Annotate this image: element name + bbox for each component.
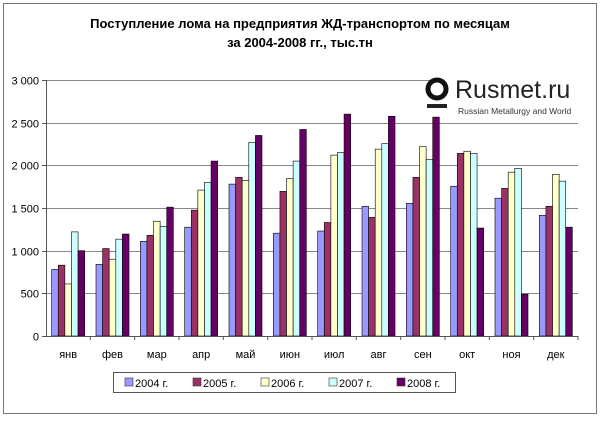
bar-2006-8	[419, 146, 427, 337]
legend-label: 2004 г.	[135, 378, 168, 390]
logo-name: Rusmet.ru	[455, 76, 570, 104]
bar-2006-9	[463, 150, 471, 337]
bar-2006-7	[374, 148, 383, 337]
bar-2005-2	[146, 235, 154, 337]
legend-label: 2007 г.	[339, 378, 372, 390]
legend-label: 2006 г.	[271, 378, 304, 390]
logo-bar-icon	[427, 104, 447, 108]
x-tick-label: май	[236, 349, 256, 361]
bar-2008-7	[388, 115, 396, 337]
bar-2004-2	[140, 240, 148, 337]
bar-2007-2	[159, 226, 168, 337]
bar-2006-6	[330, 154, 338, 337]
bar-2007-1	[115, 238, 123, 337]
bar-2006-5	[286, 178, 294, 337]
bar-2006-0	[64, 283, 72, 337]
legend-swatch	[192, 377, 202, 387]
logo-circle-icon	[425, 77, 449, 101]
bar-2007-5	[292, 160, 301, 337]
bar-2007-0	[71, 231, 79, 337]
bar-2004-10	[494, 197, 502, 337]
bar-2005-7	[368, 217, 376, 337]
x-tick-label: авг	[371, 349, 387, 361]
chart-subtitle: за 2004-2008 гг., тыс.тн	[227, 35, 373, 50]
y-tick-label: 2 000	[11, 161, 39, 173]
bar-2008-11	[565, 226, 573, 337]
bar-2007-8	[425, 159, 434, 337]
x-tick-label: июн	[280, 349, 300, 361]
legend-label: 2005 г.	[203, 378, 236, 390]
y-tick-label: 2 500	[11, 119, 39, 131]
bar-2005-5	[279, 191, 287, 337]
bar-2005-8	[412, 176, 420, 337]
bar-2008-3	[210, 160, 218, 337]
y-tick-label: 500	[21, 289, 39, 301]
y-tick-label: 1 000	[11, 247, 39, 259]
bar-2007-9	[470, 153, 478, 337]
x-tick-label: фев	[102, 349, 123, 361]
bar-2005-1	[102, 248, 110, 337]
bar-2008-2	[166, 206, 174, 337]
bar-2008-8	[432, 116, 440, 337]
bar-2005-4	[235, 176, 243, 337]
x-tick-label: дек	[547, 349, 565, 361]
legend: 2004 г. 2005 г. 2006 г. 2007 г. 2008 г.	[113, 372, 456, 393]
y-tick-label: 0	[33, 332, 39, 344]
legend-swatch	[124, 377, 134, 387]
bar-2005-9	[456, 153, 465, 337]
bar-2004-0	[51, 269, 59, 337]
x-tick-label: апр	[192, 349, 210, 361]
legend-swatch	[260, 377, 270, 387]
bar-2006-11	[552, 173, 560, 337]
x-tick-label: янв	[59, 349, 77, 361]
bar-2008-6	[343, 113, 351, 337]
x-tick-label: ноя	[502, 349, 520, 361]
bar-2006-10	[507, 171, 516, 337]
legend-swatch	[396, 377, 406, 387]
bar-2004-4	[228, 183, 236, 337]
logo: Rusmet.ru Russian Metallurgy and World	[425, 72, 582, 116]
bar-2008-4	[255, 135, 263, 337]
bar-2006-2	[153, 220, 161, 337]
legend-swatch	[328, 377, 338, 387]
bar-2008-9	[476, 227, 484, 337]
bar-2007-7	[381, 143, 389, 337]
bar-2007-4	[248, 141, 256, 337]
bar-2005-0	[57, 264, 66, 337]
bar-2005-3	[190, 209, 199, 337]
bar-2006-3	[197, 189, 205, 337]
bar-2007-10	[514, 168, 522, 337]
bar-2007-3	[204, 182, 212, 337]
logo-tagline: Russian Metallurgy and World	[458, 106, 571, 116]
bar-2004-11	[539, 214, 547, 337]
bar-2008-1	[122, 233, 130, 337]
bar-2006-4	[241, 179, 250, 337]
y-tick-label: 1 500	[11, 204, 39, 216]
bar-2004-8	[406, 203, 414, 337]
bar-2004-7	[361, 205, 369, 337]
bar-2004-6	[317, 230, 325, 337]
bar-2008-10	[521, 293, 529, 337]
bar-2004-1	[95, 264, 103, 337]
bar-2004-3	[184, 226, 192, 337]
bar-2005-6	[323, 222, 332, 337]
x-tick-label: июл	[324, 349, 345, 361]
bar-2008-0	[77, 250, 85, 337]
y-tick-label: 3 000	[11, 76, 39, 88]
bar-2007-6	[337, 152, 345, 337]
bar-2007-11	[558, 180, 567, 337]
bar-2005-10	[501, 188, 509, 337]
legend-label: 2008 г.	[407, 378, 440, 390]
chart-title: Поступление лома на предприятия ЖД-транс…	[90, 16, 510, 31]
x-tick-label: окт	[459, 349, 475, 361]
bar-2008-5	[299, 129, 307, 337]
x-tick-label: мар	[147, 349, 167, 361]
bar-2006-1	[108, 258, 117, 337]
x-tick-label: сен	[414, 349, 432, 361]
bar-2005-11	[545, 205, 553, 337]
bar-2004-9	[450, 185, 458, 337]
bar-2004-5	[273, 232, 281, 337]
